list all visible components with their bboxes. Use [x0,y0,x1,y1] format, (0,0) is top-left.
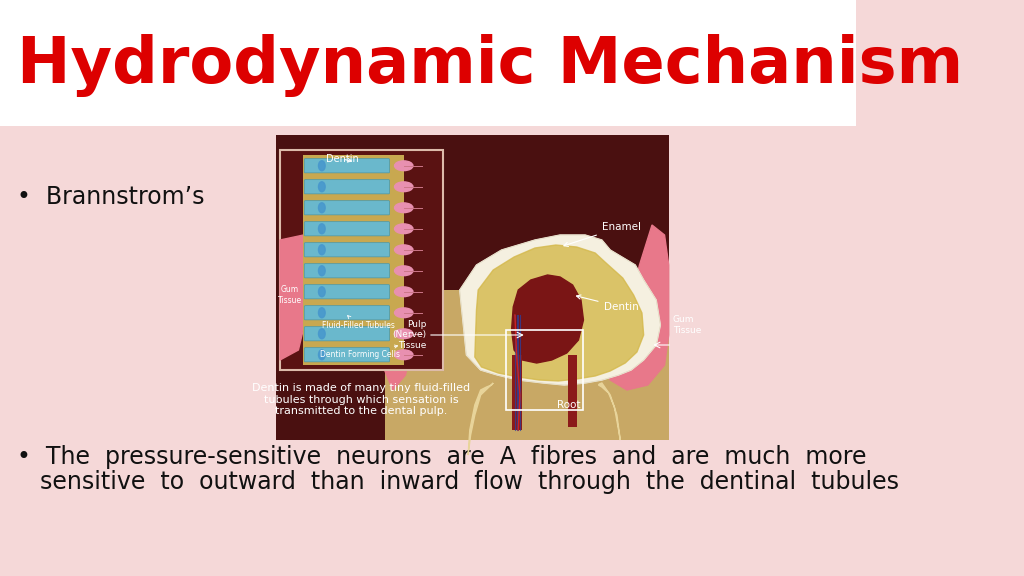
FancyBboxPatch shape [304,200,389,215]
FancyBboxPatch shape [304,264,389,278]
FancyBboxPatch shape [280,150,443,370]
FancyBboxPatch shape [304,348,389,362]
Ellipse shape [394,287,413,297]
Polygon shape [512,275,584,363]
Ellipse shape [318,266,326,276]
Ellipse shape [318,223,326,234]
FancyBboxPatch shape [304,285,389,299]
Text: Dentin: Dentin [577,295,638,312]
Text: sensitive  to  outward  than  inward  flow  through  the  dentinal  tubules: sensitive to outward than inward flow th… [40,470,899,494]
FancyBboxPatch shape [303,155,403,365]
Ellipse shape [394,161,413,170]
Polygon shape [460,235,660,385]
Ellipse shape [394,329,413,339]
FancyBboxPatch shape [275,135,669,440]
Text: Fluid-Filled Tubules: Fluid-Filled Tubules [322,316,394,330]
Polygon shape [598,383,621,440]
FancyBboxPatch shape [304,222,389,236]
FancyBboxPatch shape [304,158,389,173]
Text: Pulp
(Nerve)
Tissue: Pulp (Nerve) Tissue [392,320,426,350]
Text: Gum
Tissue: Gum Tissue [673,315,701,335]
Polygon shape [602,225,669,390]
FancyBboxPatch shape [0,0,856,126]
Ellipse shape [318,182,326,192]
Ellipse shape [318,161,326,170]
Text: Gum
Tissue: Gum Tissue [278,285,302,305]
Text: Dentin Forming Cells: Dentin Forming Cells [321,345,400,359]
Polygon shape [468,383,494,455]
Ellipse shape [394,350,413,359]
Text: Dentin: Dentin [326,154,358,164]
FancyBboxPatch shape [304,327,389,341]
FancyBboxPatch shape [304,180,389,194]
Ellipse shape [394,224,413,234]
Text: •  Brannstrom’s: • Brannstrom’s [16,185,204,209]
Ellipse shape [318,287,326,297]
Polygon shape [280,235,309,360]
Text: Enamel: Enamel [564,222,641,247]
Ellipse shape [318,329,326,339]
FancyBboxPatch shape [385,290,669,440]
Text: •  The  pressure-sensitive  neurons  are  A  fibres  and  are  much  more: • The pressure-sensitive neurons are A f… [16,445,866,469]
Polygon shape [385,290,414,390]
Text: Dentin is made of many tiny fluid-filled
tubules through which sensation is
tran: Dentin is made of many tiny fluid-filled… [253,383,471,416]
FancyBboxPatch shape [568,355,577,427]
Ellipse shape [394,203,413,213]
Ellipse shape [318,308,326,318]
Ellipse shape [394,182,413,192]
Ellipse shape [394,308,413,317]
Ellipse shape [318,245,326,255]
Polygon shape [475,245,644,381]
Ellipse shape [318,203,326,213]
Text: Hydrodynamic Mechanism: Hydrodynamic Mechanism [16,34,963,97]
FancyBboxPatch shape [304,242,389,257]
FancyBboxPatch shape [304,306,389,320]
FancyBboxPatch shape [512,355,521,430]
Ellipse shape [394,245,413,255]
Ellipse shape [318,350,326,360]
Ellipse shape [394,266,413,276]
Text: Root: Root [557,400,581,410]
